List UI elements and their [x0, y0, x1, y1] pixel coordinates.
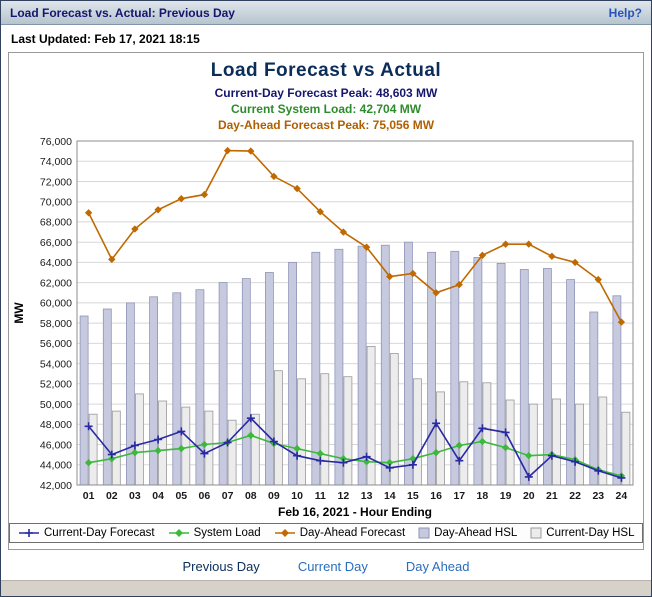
svg-text:16: 16: [430, 490, 442, 502]
view-nav: Previous Day Current Day Day Ahead: [1, 550, 651, 580]
svg-text:04: 04: [152, 490, 164, 502]
svg-text:64,000: 64,000: [40, 257, 72, 269]
bottom-scrollbar-strip: [1, 580, 651, 596]
nav-current-day[interactable]: Current Day: [297, 559, 368, 574]
legend-item-day-ahead-hsl: Day-Ahead HSL: [418, 527, 517, 539]
svg-text:09: 09: [268, 490, 280, 502]
legend-label: Day-Ahead Forecast: [299, 527, 406, 539]
svg-text:72,000: 72,000: [40, 176, 72, 188]
svg-text:46,000: 46,000: [40, 439, 72, 451]
svg-text:44,000: 44,000: [40, 460, 72, 472]
legend-item-day-ahead-forecast: Day-Ahead Forecast: [274, 527, 405, 539]
legend-label: System Load: [193, 527, 261, 539]
svg-text:Feb 16, 2021 - Hour Ending: Feb 16, 2021 - Hour Ending: [278, 505, 432, 519]
svg-text:MW: MW: [12, 302, 26, 324]
svg-text:10: 10: [291, 490, 303, 502]
chart-legend: Current-Day Forecast System Load Day-Ahe…: [9, 523, 644, 543]
svg-text:01: 01: [83, 490, 95, 502]
svg-text:76,000: 76,000: [40, 136, 72, 148]
nav-previous-day: Previous Day: [182, 559, 260, 574]
svg-text:19: 19: [500, 490, 512, 502]
day-ahead-peak-subtitle: Day-Ahead Forecast Peak: 75,056 MW: [217, 118, 435, 132]
legend-label: Day-Ahead HSL: [434, 527, 518, 539]
nav-day-ahead[interactable]: Day Ahead: [405, 559, 470, 574]
legend-item-system-load: System Load: [168, 527, 261, 539]
svg-text:05: 05: [175, 490, 187, 502]
svg-text:17: 17: [453, 490, 465, 502]
last-updated-text: Last Updated: Feb 17, 2021 18:15: [11, 32, 200, 46]
window-title: Load Forecast vs. Actual: Previous Day: [10, 5, 235, 20]
svg-text:15: 15: [407, 490, 419, 502]
svg-text:08: 08: [245, 490, 257, 502]
svg-text:11: 11: [315, 490, 326, 502]
legend-label: Current-Day Forecast: [44, 527, 155, 539]
chart-title: Load Forecast vs Actual: [210, 60, 442, 81]
svg-text:24: 24: [616, 490, 628, 502]
system-load-subtitle: Current System Load: 42,704 MW: [230, 102, 422, 116]
svg-text:52,000: 52,000: [40, 379, 72, 391]
svg-text:50,000: 50,000: [40, 399, 72, 411]
help-link[interactable]: Help?: [608, 5, 642, 20]
svg-text:42,000: 42,000: [40, 480, 72, 492]
day-ahead-hsl-swatch-icon: [418, 527, 430, 539]
svg-text:22: 22: [569, 490, 581, 502]
legend-item-current-day-forecast: Current-Day Forecast: [18, 527, 155, 539]
legend-label: Current-Day HSL: [546, 527, 635, 539]
load-chart: 42,000 44,000 46,000 48,000 50,000 52,000 54,0…: [12, 136, 634, 519]
svg-text:03: 03: [129, 490, 141, 502]
svg-text:60,000: 60,000: [40, 298, 72, 310]
svg-text:23: 23: [592, 490, 604, 502]
legend-item-current-day-hsl: Current-Day HSL: [530, 527, 634, 539]
svg-text:13: 13: [361, 490, 373, 502]
forecast-peak-subtitle: Current-Day Forecast Peak: 48,603 MW: [214, 86, 438, 100]
svg-text:20: 20: [523, 490, 535, 502]
day-ahead-forecast-line-icon: [274, 529, 295, 537]
svg-text:14: 14: [384, 490, 396, 502]
svg-text:07: 07: [222, 490, 234, 502]
svg-text:68,000: 68,000: [40, 217, 72, 229]
current-day-forecast-line-icon: [19, 529, 39, 537]
svg-text:02: 02: [106, 490, 118, 502]
svg-text:56,000: 56,000: [40, 338, 72, 350]
system-load-line-icon: [168, 529, 189, 537]
svg-text:74,000: 74,000: [40, 156, 72, 168]
svg-text:21: 21: [546, 490, 558, 502]
svg-text:48,000: 48,000: [40, 419, 72, 431]
svg-text:66,000: 66,000: [40, 237, 72, 249]
chart-panel: Load Forecast vs Actual Current-Day Fore…: [8, 52, 644, 550]
svg-text:54,000: 54,000: [40, 358, 72, 370]
title-bar: Load Forecast vs. Actual: Previous Day H…: [1, 1, 651, 25]
svg-text:18: 18: [477, 490, 489, 502]
current-day-hsl-swatch-icon: [530, 527, 542, 539]
svg-text:58,000: 58,000: [40, 318, 72, 330]
svg-text:12: 12: [338, 490, 350, 502]
svg-text:70,000: 70,000: [40, 197, 72, 209]
svg-text:06: 06: [199, 490, 211, 502]
svg-text:62,000: 62,000: [40, 277, 72, 289]
